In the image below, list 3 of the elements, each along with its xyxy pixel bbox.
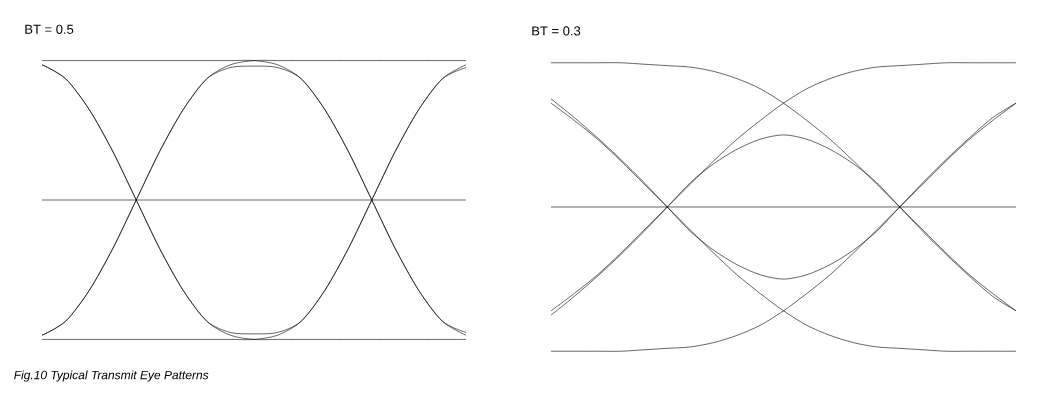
chart-title: BT = 0.5 (25, 24, 74, 34)
chart-title: BT = 0.3 (532, 26, 581, 36)
caption: Fig.10 Typical Transmit Eye Patterns (14, 370, 209, 382)
